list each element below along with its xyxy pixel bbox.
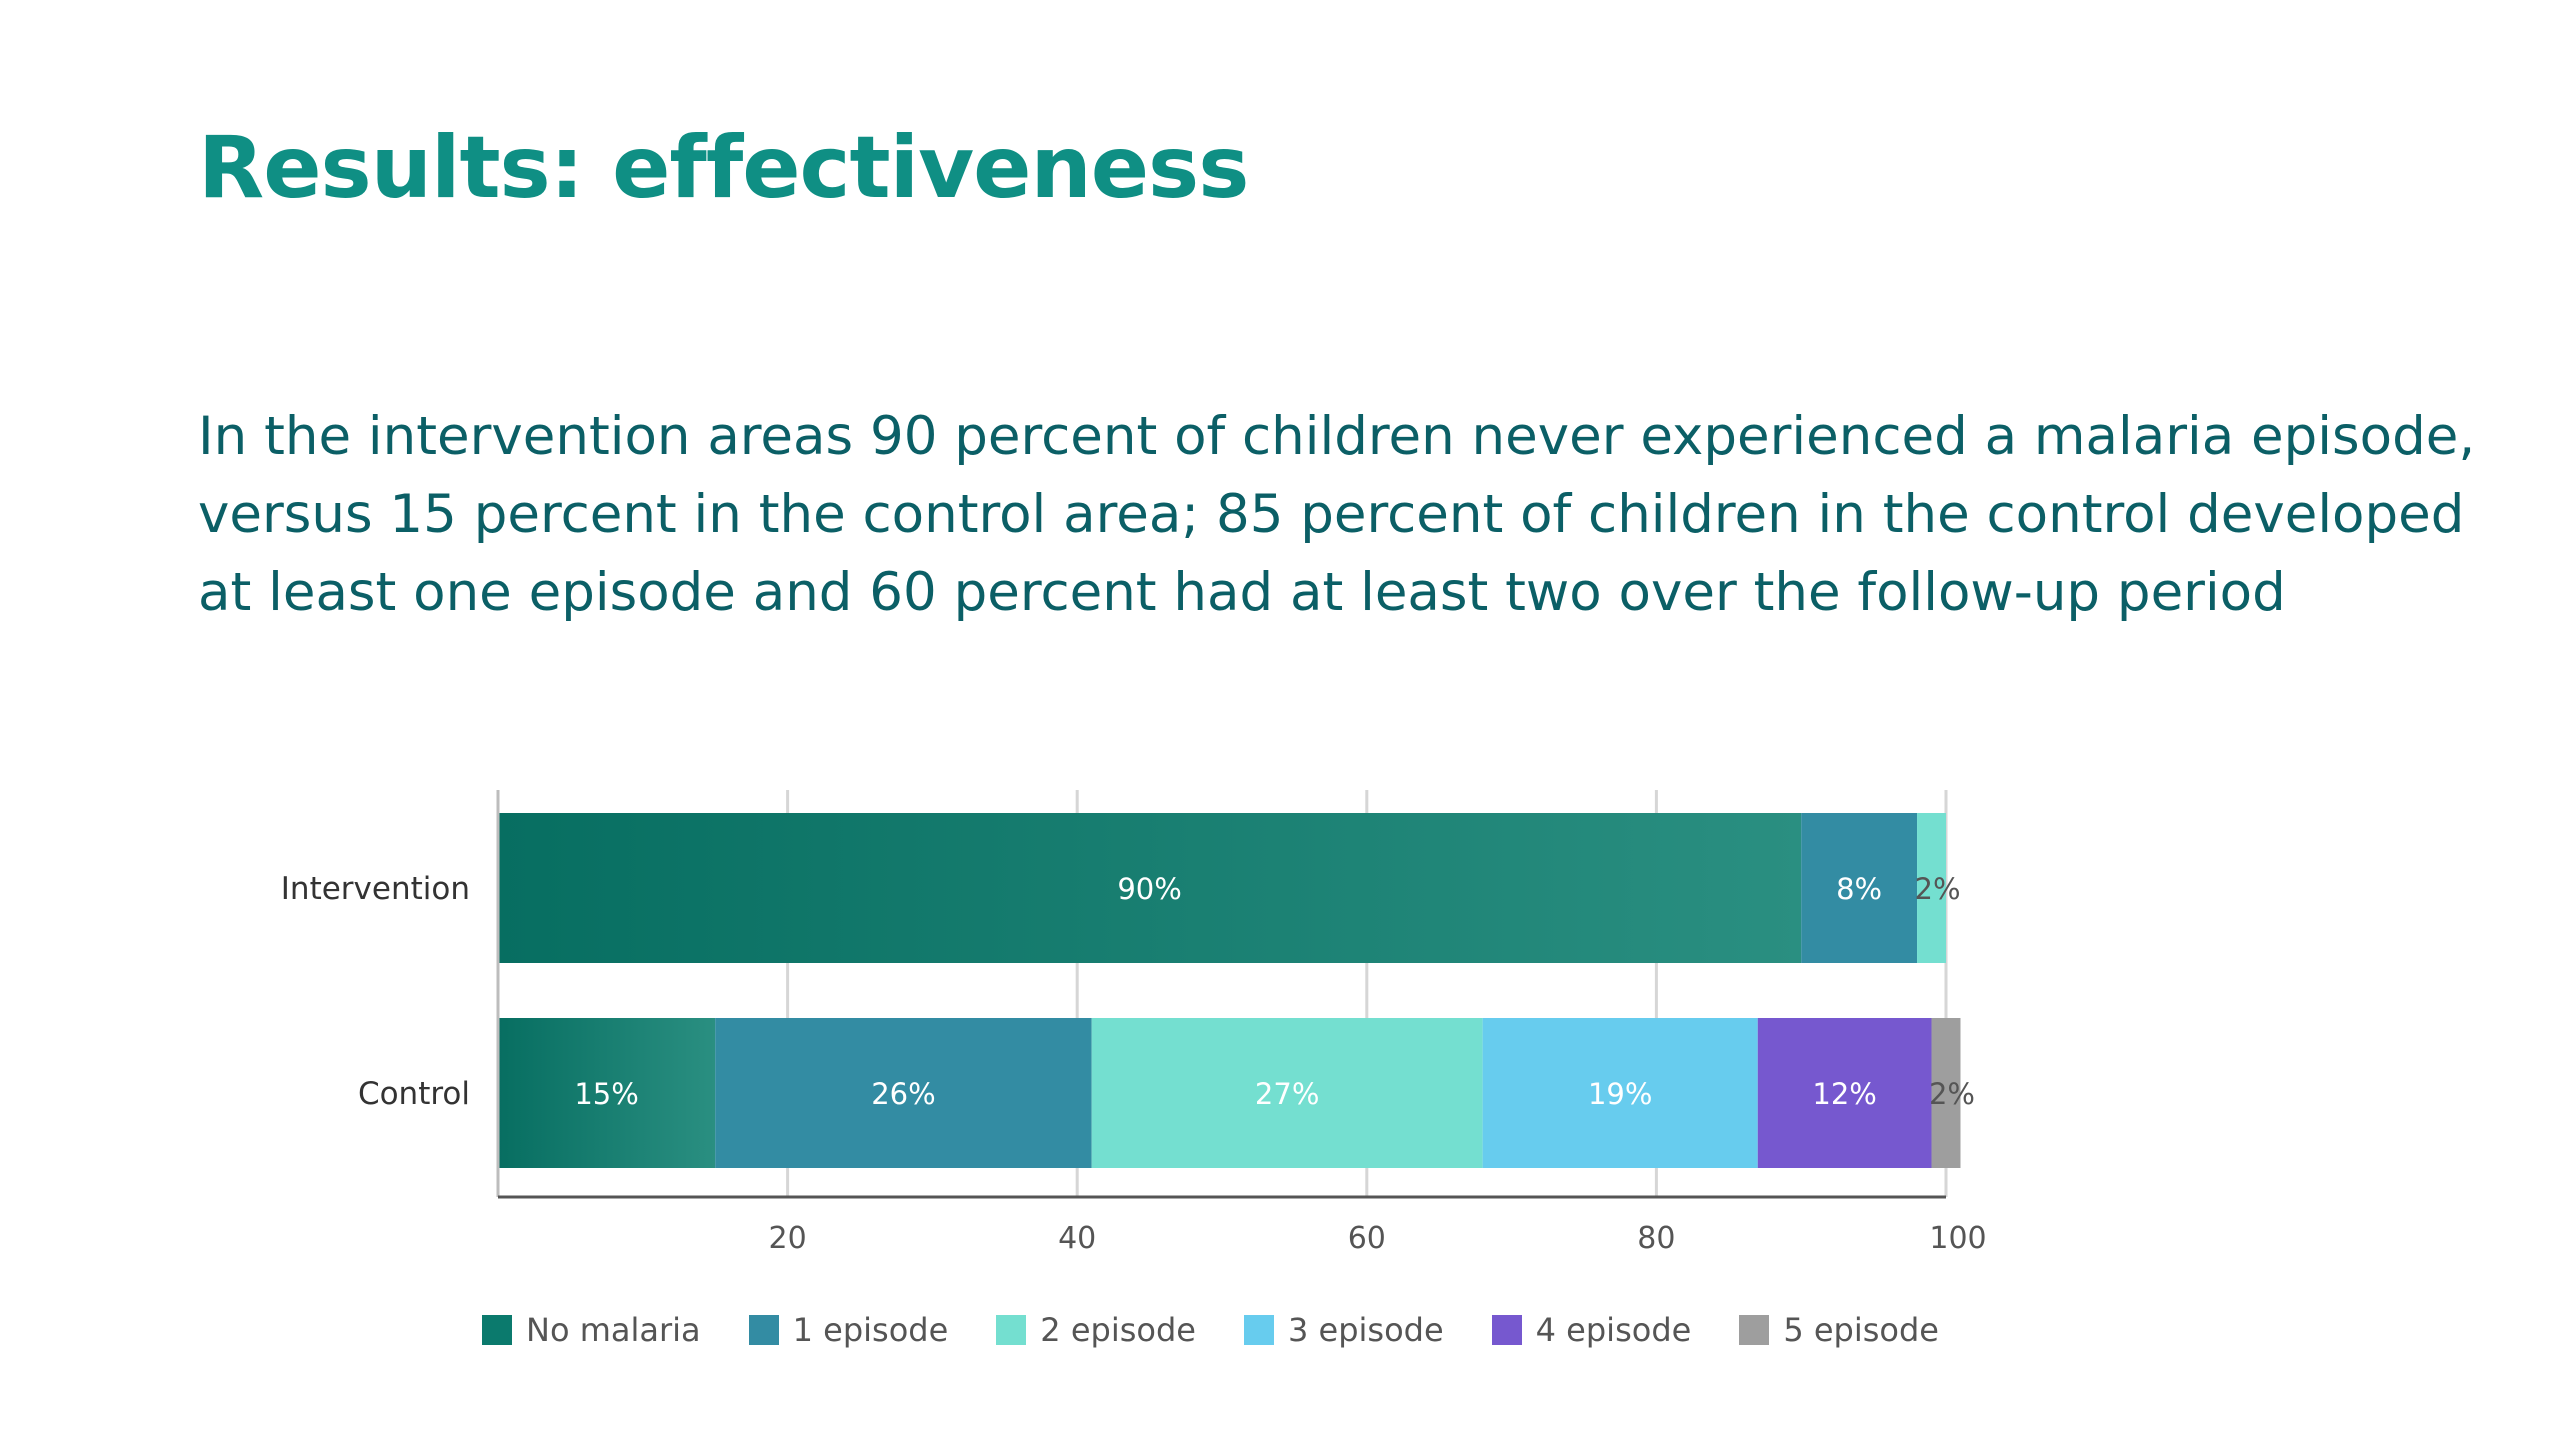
data-label: 27%	[1255, 1077, 1319, 1111]
legend-swatch	[1243, 1315, 1274, 1345]
legend-swatch	[1491, 1315, 1522, 1345]
legend-item: 2 episode	[996, 1311, 1196, 1349]
data-labels: 90% 8% 2% Intervention 15% 26% 27% 19% 12% 2% Cont…	[281, 871, 1975, 1112]
slide-title: Results: effectiveness	[198, 118, 1249, 218]
legend-swatch	[748, 1315, 779, 1345]
bar-segment	[1917, 813, 1946, 963]
bar-segment	[715, 1018, 1092, 1168]
legend-item: 5 episode	[1739, 1311, 1939, 1349]
legend-label: No malaria	[526, 1311, 701, 1349]
bar-segment	[1757, 1018, 1932, 1168]
bar-segment	[1931, 1018, 1961, 1168]
chart-legend: No malaria 1 episode 2 episode 3 episode 4 e…	[482, 1311, 1987, 1349]
legend-label: 4 episode	[1535, 1311, 1692, 1349]
bar-segment	[498, 813, 1802, 963]
x-tick-label: 100	[1929, 1221, 1986, 1256]
data-label: 19%	[1588, 1077, 1652, 1111]
legend-label: 1 episode	[792, 1311, 949, 1349]
data-label: 2%	[1929, 1077, 1975, 1111]
data-label: 15%	[574, 1077, 638, 1111]
data-label: 12%	[1812, 1077, 1876, 1111]
x-tick-label: 40	[1058, 1221, 1096, 1256]
legend-label: 2 episode	[1040, 1311, 1196, 1349]
bar-segment	[1091, 1018, 1483, 1168]
legend-item: No malaria	[482, 1311, 701, 1349]
bar-segment	[498, 1018, 716, 1168]
legend-label: 5 episode	[1783, 1311, 1939, 1349]
legend-item: 1 episode	[748, 1311, 949, 1349]
x-tick-label: 60	[1348, 1221, 1386, 1256]
category-label: Control	[358, 1076, 470, 1112]
legend-item: 3 episode	[1243, 1311, 1444, 1349]
bar-segment	[1482, 1018, 1758, 1168]
axes: 20 40 60 80 100	[496, 790, 1987, 1256]
x-tick-label: 80	[1637, 1221, 1675, 1256]
legend-swatch	[996, 1315, 1027, 1345]
bar-segment	[1801, 813, 1918, 963]
bars	[498, 813, 1961, 1168]
data-label: 90%	[1117, 872, 1181, 906]
legend-label: 3 episode	[1287, 1311, 1444, 1349]
data-label: 26%	[871, 1077, 935, 1111]
legend-swatch	[482, 1315, 512, 1345]
legend-item: 4 episode	[1491, 1311, 1692, 1349]
data-label: 2%	[1915, 872, 1961, 906]
legend-swatch	[1739, 1315, 1770, 1345]
slide-body-text: In the intervention areas 90 percent of …	[198, 406, 2476, 623]
x-tick-label: 20	[769, 1221, 807, 1256]
category-label: Intervention	[281, 871, 470, 907]
data-label: 8%	[1836, 872, 1882, 906]
